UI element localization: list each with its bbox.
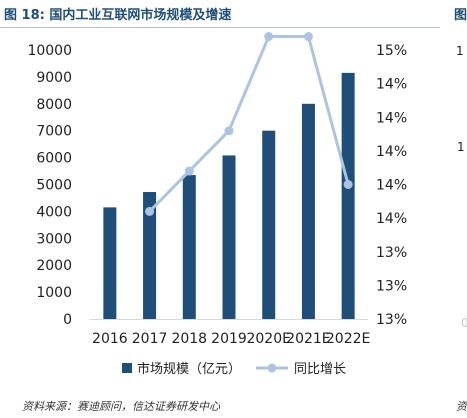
right-axis-tick-label: 14% [376, 178, 407, 194]
left-axis-tick-label: 4000 [36, 204, 72, 220]
legend-line-marker [267, 363, 277, 373]
x-axis-tick-label: 2021E [286, 331, 330, 347]
right-axis-tick-label: 14% [376, 144, 407, 160]
right-axis-tick-label: 14% [376, 77, 407, 93]
growth-point [224, 126, 234, 136]
right-axis-tick-label: 13% [376, 312, 407, 328]
right-axis-tick-label: 13% [376, 245, 407, 261]
left-axis-tick-label: 1000 [36, 285, 72, 301]
legend-line-label: 同比增长 [294, 362, 346, 377]
left-axis-tick-label: 2000 [36, 258, 72, 274]
bar-2019 [222, 155, 236, 319]
left-axis-tick-label: 0 [63, 312, 72, 328]
growth-line [148, 35, 350, 213]
bar-2020E [262, 130, 276, 319]
left-axis-tick-label: 7000 [36, 124, 72, 140]
left-axis-tick-label: 10000 [27, 43, 72, 59]
next-figure-axis-fragment-top: 1 [456, 44, 464, 58]
line-series [145, 32, 353, 216]
left-axis-tick-label: 8000 [36, 97, 72, 113]
growth-point [303, 32, 313, 42]
left-axis-tick-label: 5000 [36, 178, 72, 194]
right-axis: 13% 13% 13% 14% 14% 14% 14% 14% 15% [376, 43, 407, 328]
x-axis-tick-label: 2016 [92, 331, 128, 347]
left-axis-tick-label: 3000 [36, 231, 72, 247]
growth-point [343, 180, 353, 189]
left-axis-tick-label: 9000 [36, 70, 72, 86]
source-note: 资料来源：赛迪顾问，信达证券研发中心 [22, 400, 220, 413]
left-axis-tick-label: 6000 [36, 151, 72, 167]
bar-2022E [341, 72, 355, 320]
legend: 市场规模（亿元） 同比增长 [122, 361, 346, 377]
next-figure-source-cut: 资 [456, 400, 467, 413]
growth-point [184, 166, 194, 176]
legend-bar-label: 市场规模（亿元） [137, 361, 241, 377]
bar-2018 [182, 175, 196, 319]
title-divider [0, 27, 440, 28]
figure-title: 图 18: 国内工业互联网市场规模及增速 [4, 8, 232, 23]
x-axis-tick-label: 2020E [246, 331, 290, 347]
left-axis: 0 1000 2000 3000 4000 5000 6000 7000 8000 9000 100… [27, 43, 72, 328]
x-axis-tick-label: 2017 [132, 331, 168, 347]
right-axis-tick-label: 14% [376, 110, 407, 126]
x-axis-tick-label: 2022E [326, 331, 370, 347]
x-axis-tick-label: 2019 [211, 331, 247, 347]
growth-point [145, 206, 155, 216]
legend-bar-swatch [122, 363, 132, 373]
bar-series [103, 72, 355, 320]
growth-point [264, 32, 274, 42]
next-figure-title-cut: 图 [454, 8, 467, 23]
right-axis-tick-label: 13% [376, 278, 407, 294]
bar-2017 [143, 192, 157, 319]
right-axis-tick-label: 15% [376, 43, 407, 59]
next-figure-axis-fragment-mid: 1 [457, 140, 465, 154]
next-figure-axis-fragment-zero: 0 [461, 316, 467, 330]
right-axis-tick-label: 14% [376, 211, 407, 227]
bar-2016 [103, 207, 117, 319]
x-axis-tick-label: 2018 [171, 331, 207, 347]
bar-2021E [301, 103, 315, 319]
